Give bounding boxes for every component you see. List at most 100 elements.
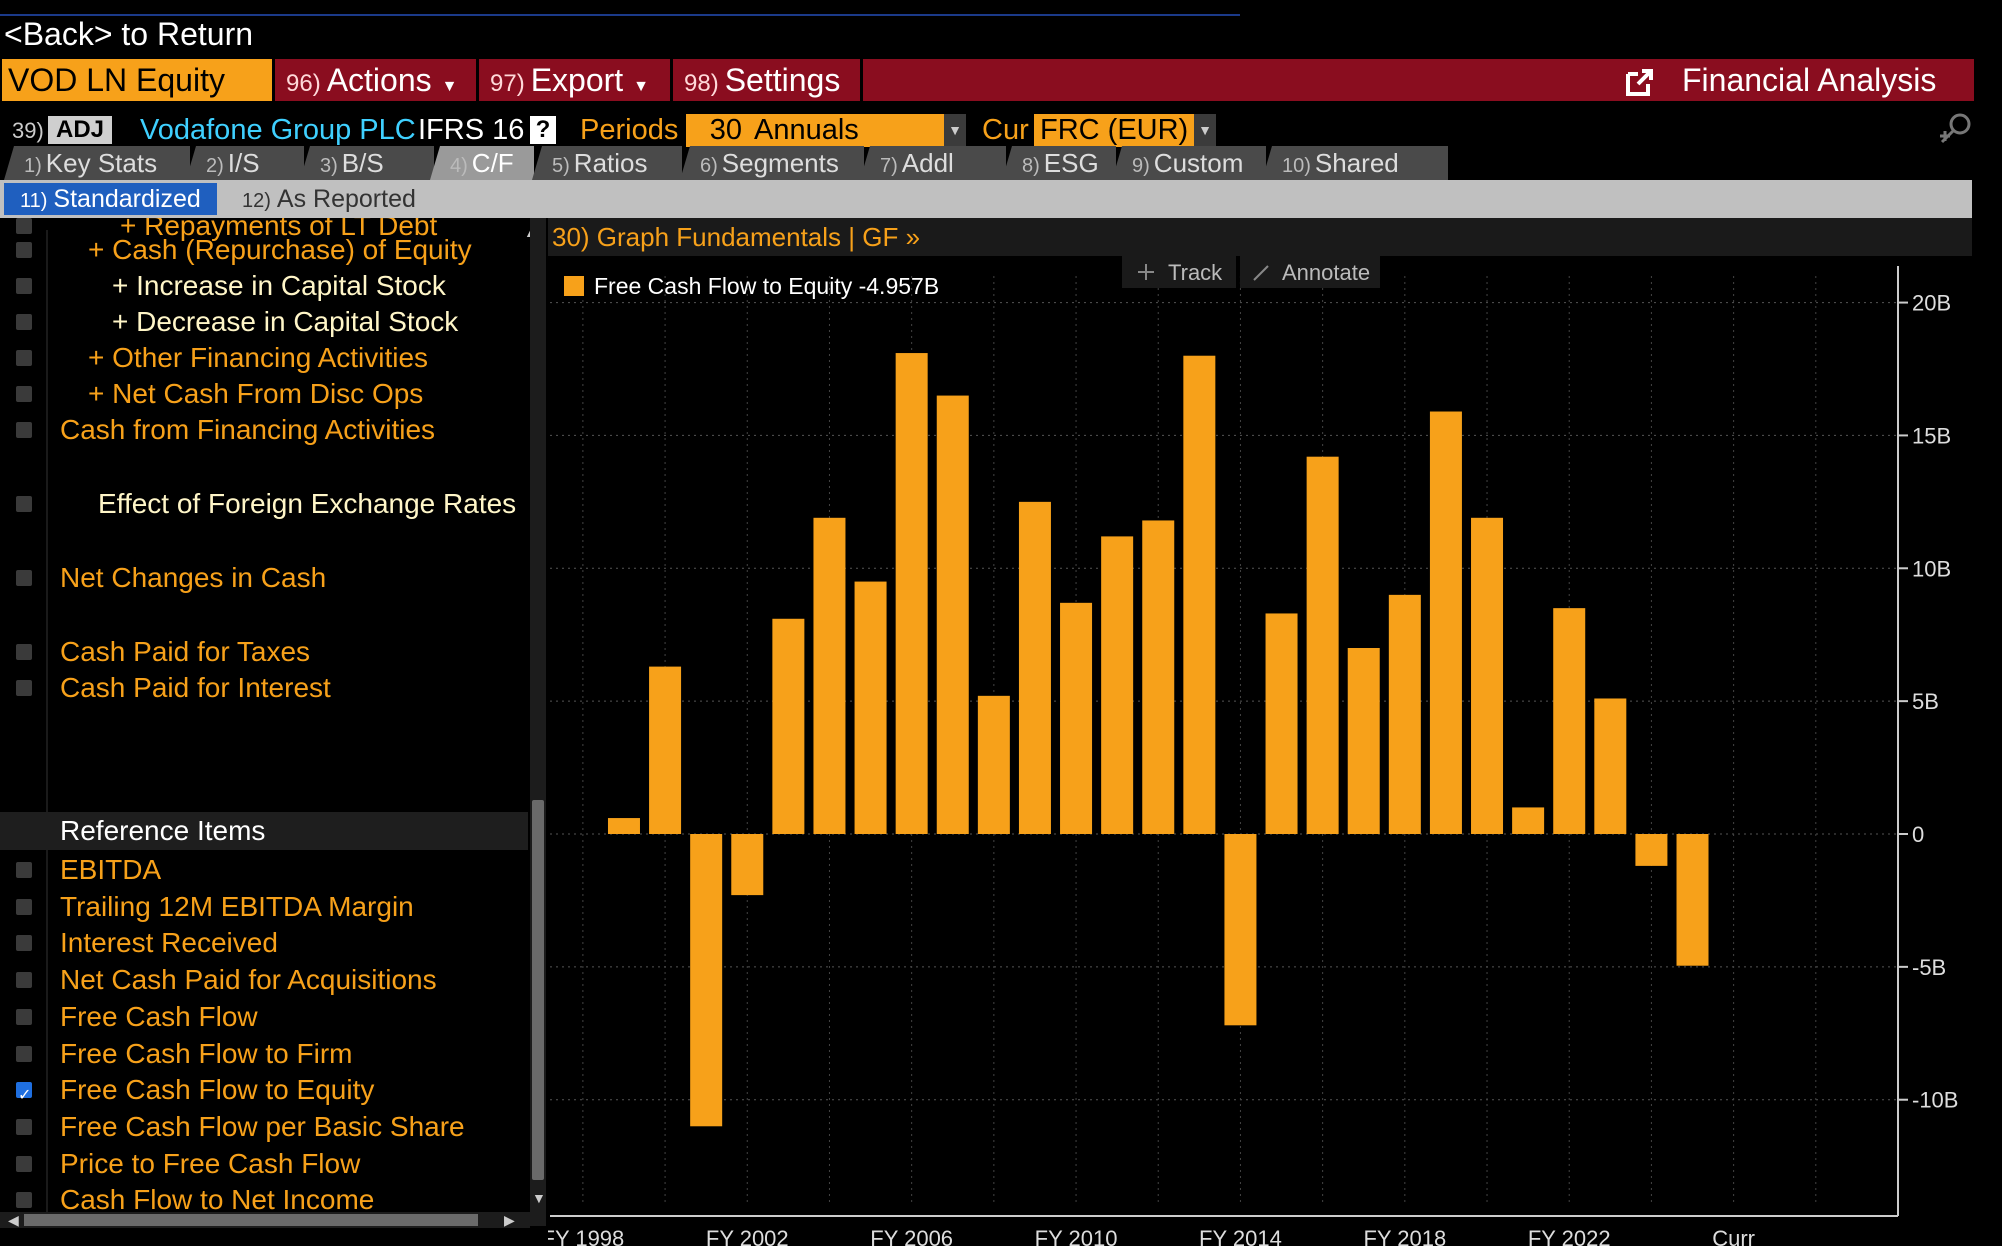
bar-fy2017[interactable] — [1347, 648, 1380, 834]
tab-addl[interactable]: 7) Addl — [860, 146, 1006, 180]
list-item[interactable]: + Other Financing Activities — [0, 340, 530, 376]
list-item[interactable]: + Decrease in Capital Stock — [0, 304, 530, 340]
tab-c-f[interactable]: 4) C/F — [430, 146, 534, 180]
bar-fy2000[interactable] — [649, 666, 682, 834]
bar-fy2006[interactable] — [895, 353, 928, 834]
checkbox[interactable] — [16, 570, 32, 586]
checkbox[interactable] — [16, 218, 32, 234]
reference-item[interactable]: Free Cash Flow per Basic Share — [0, 1109, 530, 1145]
list-item[interactable]: Cash from Financing Activities — [0, 412, 530, 448]
periods-input[interactable]: 30 — [686, 114, 748, 147]
bar-fy2007[interactable] — [936, 395, 969, 834]
bar-fy2014[interactable] — [1224, 834, 1257, 1026]
list-item[interactable]: + Cash (Repurchase) of Equity — [0, 232, 530, 268]
list-item[interactable]: Cash Paid for Interest — [0, 670, 530, 706]
ticker-field[interactable]: VOD LN Equity — [2, 59, 272, 101]
bar-fy2004[interactable] — [813, 517, 846, 834]
reference-item[interactable]: Free Cash Flow to Firm — [0, 1036, 530, 1072]
bar-fy2002[interactable] — [731, 834, 764, 896]
settings-menu[interactable]: 98) Settings — [684, 59, 840, 101]
reference-item[interactable]: Net Cash Paid for Acquisitions — [0, 962, 530, 998]
bar-fy2020[interactable] — [1471, 517, 1504, 834]
top-command-line[interactable] — [0, 0, 1240, 16]
subtab-as-reported[interactable]: 12) As Reported — [226, 183, 432, 215]
checkbox[interactable] — [16, 935, 32, 952]
help-icon[interactable]: ? — [530, 116, 556, 144]
checkbox[interactable] — [16, 1192, 32, 1209]
reference-item[interactable]: EBITDA — [0, 852, 530, 888]
tab-i-s[interactable]: 2) I/S — [186, 146, 304, 180]
list-item[interactable]: + Net Cash From Disc Ops — [0, 376, 530, 412]
bar-fy1999[interactable] — [607, 818, 640, 834]
bar-fy2011[interactable] — [1101, 536, 1134, 834]
checkbox[interactable] — [16, 644, 32, 660]
bar-fy2015[interactable] — [1265, 613, 1298, 834]
checkbox[interactable] — [16, 278, 32, 294]
reference-item[interactable]: Cash Flow to Net Income — [0, 1182, 530, 1218]
bar-fy2018[interactable] — [1388, 594, 1421, 834]
bar-fy2013[interactable] — [1183, 355, 1216, 834]
checkbox[interactable] — [16, 1118, 32, 1135]
checkbox[interactable] — [16, 242, 32, 258]
security-menu-num[interactable]: 39) — [12, 118, 44, 143]
periodicity-select[interactable]: Annuals ▼ — [748, 114, 966, 147]
reference-item[interactable]: Free Cash Flow — [0, 999, 530, 1035]
tab-b-s[interactable]: 3) B/S — [300, 146, 434, 180]
export-menu[interactable]: 97) Export ▼ — [490, 59, 649, 101]
fcfe-bar-chart[interactable]: 20B 15B 10B 5B 0 -5B -10B FY 1998 FY 2002 FY 2006… — [548, 256, 1988, 1246]
reference-item[interactable]: Trailing 12M EBITDA Margin — [0, 889, 530, 925]
currency-select[interactable]: FRC (EUR) ▼ — [1034, 114, 1216, 147]
bar-fy2024[interactable] — [1635, 834, 1668, 866]
reference-item[interactable]: Interest Received — [0, 925, 530, 961]
subtab-standardized[interactable]: 11) Standardized — [4, 183, 217, 215]
bar-fy2022[interactable] — [1553, 608, 1586, 834]
checkbox[interactable] — [16, 972, 32, 989]
bar-fy2010[interactable] — [1060, 602, 1093, 834]
bar-fy2001[interactable] — [690, 834, 723, 1127]
scroll-left-icon[interactable]: ◀ — [8, 1212, 19, 1228]
list-item[interactable]: + Increase in Capital Stock — [0, 268, 530, 304]
checkbox[interactable] — [16, 680, 32, 696]
graph-fundamentals-link[interactable]: 30) Graph Fundamentals | GF » — [552, 222, 921, 252]
scroll-right-icon[interactable]: ▶ — [504, 1212, 515, 1228]
bar-fy2003[interactable] — [772, 618, 805, 834]
actions-menu[interactable]: 96) Actions ▼ — [286, 59, 457, 101]
list-item[interactable]: Net Changes in Cash — [0, 560, 530, 596]
checkbox[interactable] — [16, 1045, 32, 1062]
list-item[interactable]: + Repayments of LT Debt — [0, 218, 530, 244]
checkbox[interactable] — [16, 386, 32, 402]
checkbox[interactable] — [16, 898, 32, 915]
vertical-scroll-thumb[interactable] — [532, 800, 544, 1180]
reference-item[interactable]: Price to Free Cash Flow — [0, 1146, 530, 1182]
back-link[interactable]: <Back> to Return — [4, 16, 254, 52]
bar-fy2008[interactable] — [977, 695, 1010, 834]
bar-fy2021[interactable] — [1512, 807, 1545, 834]
security-name[interactable]: Vodafone Group PLC — [140, 114, 416, 146]
zoom-search-icon[interactable] — [1936, 110, 1976, 158]
tab-segments[interactable]: 6) Segments — [680, 146, 864, 180]
bar-fy2016[interactable] — [1306, 456, 1339, 834]
bar-fy2019[interactable] — [1429, 411, 1462, 834]
tab-esg[interactable]: 8) ESG — [1002, 146, 1116, 180]
checkbox[interactable] — [16, 1155, 32, 1172]
checkbox[interactable] — [16, 1008, 32, 1025]
checkbox[interactable] — [16, 350, 32, 366]
checkbox[interactable] — [16, 422, 32, 438]
checkbox[interactable] — [16, 1078, 32, 1114]
list-item[interactable]: Cash Paid for Taxes — [0, 634, 530, 670]
checkbox[interactable] — [16, 314, 32, 330]
tab-custom[interactable]: 9) Custom — [1112, 146, 1266, 180]
scroll-down-icon[interactable]: ▼ — [532, 1190, 546, 1206]
tab-ratios[interactable]: 5) Ratios — [532, 146, 682, 180]
list-item[interactable]: Effect of Foreign Exchange Rates — [0, 486, 530, 522]
bar-fy2025[interactable] — [1676, 834, 1709, 966]
adj-badge[interactable]: ADJ — [48, 116, 113, 144]
tab-shared[interactable]: 10) Shared — [1262, 146, 1448, 180]
bar-fy2009[interactable] — [1018, 501, 1051, 834]
horizontal-scroll-thumb[interactable] — [24, 1214, 478, 1226]
bar-fy2023[interactable] — [1594, 698, 1627, 834]
tab-key-stats[interactable]: 1) Key Stats — [4, 146, 190, 180]
bar-fy2005[interactable] — [854, 581, 887, 834]
checkbox[interactable] — [16, 496, 32, 512]
reference-item[interactable]: Free Cash Flow to Equity — [0, 1072, 530, 1114]
